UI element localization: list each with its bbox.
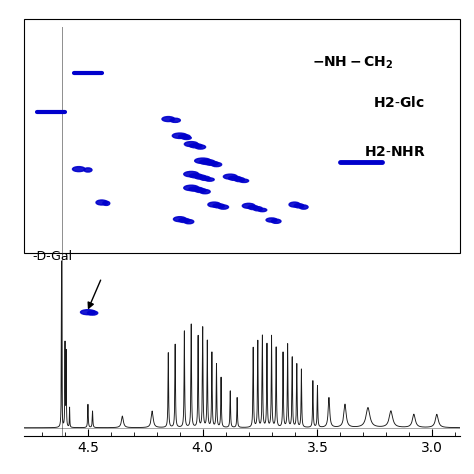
Ellipse shape [294,204,304,208]
Ellipse shape [266,218,277,222]
Ellipse shape [253,207,263,211]
Bar [24,19,460,253]
Ellipse shape [179,219,190,222]
Ellipse shape [195,145,206,149]
Ellipse shape [208,202,220,207]
Ellipse shape [184,142,198,146]
Ellipse shape [190,144,202,148]
Ellipse shape [84,168,92,172]
Ellipse shape [242,203,255,209]
Ellipse shape [87,311,98,315]
Ellipse shape [179,135,190,139]
Ellipse shape [170,118,180,122]
Ellipse shape [173,133,187,138]
Ellipse shape [195,188,206,192]
Ellipse shape [184,185,199,191]
Ellipse shape [239,179,249,182]
Ellipse shape [200,160,215,164]
Ellipse shape [184,219,194,224]
Ellipse shape [234,177,245,182]
Ellipse shape [223,174,237,179]
Ellipse shape [182,136,191,139]
Ellipse shape [73,167,85,172]
Ellipse shape [289,202,300,207]
Ellipse shape [195,158,211,164]
Ellipse shape [103,201,110,205]
Ellipse shape [173,217,186,222]
Ellipse shape [189,187,203,191]
Ellipse shape [218,205,228,209]
Ellipse shape [206,161,218,165]
Ellipse shape [300,205,308,209]
Ellipse shape [211,163,222,167]
Ellipse shape [228,176,241,181]
Text: -D-Gal: -D-Gal [32,250,73,263]
Ellipse shape [96,200,108,205]
Text: $\bf{H2\text{-}NHR}$: $\bf{H2\text{-}NHR}$ [364,146,425,159]
Ellipse shape [205,178,214,181]
Ellipse shape [258,209,267,212]
Text: $\bf{H2\text{-}Glc}$: $\bf{H2\text{-}Glc}$ [373,95,424,110]
Ellipse shape [200,190,210,194]
Text: $\bf{-NH-CH_2}$: $\bf{-NH-CH_2}$ [311,55,393,71]
Ellipse shape [184,172,199,177]
Ellipse shape [190,173,202,178]
Ellipse shape [162,117,174,121]
Ellipse shape [248,205,258,210]
Ellipse shape [213,204,225,208]
Ellipse shape [81,310,95,315]
Ellipse shape [195,175,206,179]
Ellipse shape [200,176,210,181]
Ellipse shape [271,219,281,223]
